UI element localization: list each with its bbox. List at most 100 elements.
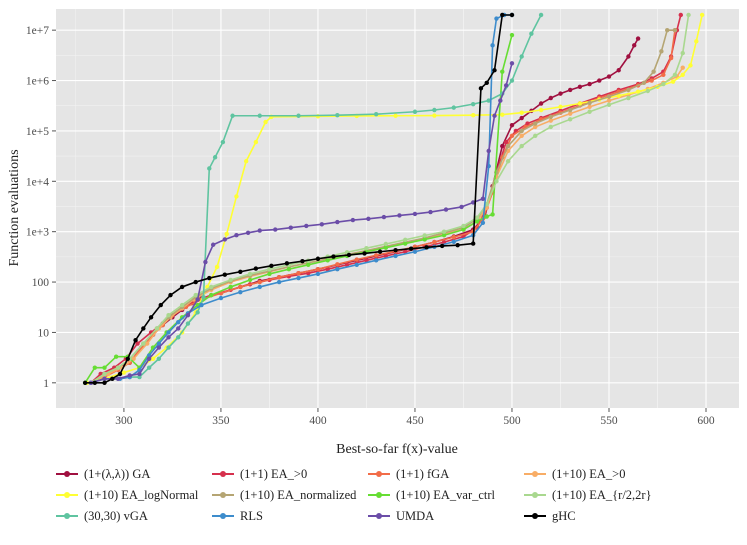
data-point bbox=[176, 319, 181, 325]
data-point bbox=[207, 275, 212, 281]
data-point bbox=[267, 271, 272, 277]
data-point bbox=[505, 143, 511, 149]
data-point bbox=[354, 257, 359, 262]
data-point bbox=[616, 68, 621, 73]
data-point bbox=[670, 79, 676, 84]
legend-swatch bbox=[56, 510, 78, 522]
data-point bbox=[304, 223, 309, 229]
x-tick-label: 500 bbox=[503, 415, 521, 427]
data-point bbox=[519, 143, 524, 149]
data-point bbox=[166, 335, 171, 340]
data-point bbox=[145, 341, 150, 346]
data-point bbox=[383, 253, 389, 259]
data-point bbox=[228, 284, 233, 290]
data-point bbox=[193, 292, 198, 298]
data-point bbox=[503, 83, 509, 88]
data-point bbox=[606, 74, 612, 79]
legend-swatch-dot bbox=[64, 471, 70, 477]
data-point bbox=[548, 95, 553, 101]
legend-swatch bbox=[212, 489, 234, 501]
data-point bbox=[408, 246, 414, 251]
data-point bbox=[519, 133, 524, 138]
data-point bbox=[131, 356, 136, 361]
data-point bbox=[209, 292, 214, 298]
data-point bbox=[158, 302, 163, 308]
x-axis-title: Best-so-far f(x)-value bbox=[336, 442, 458, 457]
data-point bbox=[253, 266, 259, 271]
data-point bbox=[424, 245, 429, 250]
data-point bbox=[335, 266, 340, 272]
data-point bbox=[451, 234, 456, 240]
data-point bbox=[335, 219, 340, 225]
y-tick-label: 1e+4 bbox=[26, 176, 49, 188]
data-point bbox=[490, 43, 495, 48]
data-point bbox=[538, 107, 544, 113]
data-point bbox=[422, 237, 427, 242]
data-point bbox=[135, 341, 140, 346]
data-point bbox=[451, 239, 456, 244]
legend-label: (1+10) EA_>0 bbox=[552, 466, 626, 481]
data-point bbox=[492, 68, 497, 73]
legend-item: (30,30) vGA bbox=[56, 507, 148, 525]
data-point bbox=[616, 93, 621, 98]
data-point bbox=[668, 55, 674, 61]
data-point bbox=[490, 212, 495, 217]
data-point bbox=[195, 297, 200, 302]
data-point bbox=[403, 237, 408, 242]
data-point bbox=[296, 270, 301, 276]
data-point bbox=[156, 341, 162, 346]
data-point bbox=[193, 279, 198, 285]
data-point bbox=[651, 69, 656, 74]
legend-item: gHC bbox=[524, 507, 576, 525]
data-point bbox=[412, 109, 418, 114]
data-point bbox=[214, 264, 220, 270]
data-point bbox=[335, 113, 340, 118]
data-point bbox=[284, 261, 290, 266]
legend-label: (1+10) EA_logNormal bbox=[84, 487, 199, 502]
x-tick-label: 600 bbox=[697, 415, 715, 427]
legend-swatch bbox=[368, 510, 390, 522]
legend-swatch bbox=[368, 489, 390, 501]
data-point bbox=[548, 114, 553, 120]
data-point bbox=[276, 274, 282, 280]
data-point bbox=[688, 63, 693, 68]
data-point bbox=[632, 43, 637, 48]
legend-label: (1+10) EA_{r/2,2r} bbox=[552, 487, 652, 502]
data-point bbox=[210, 242, 216, 247]
data-point bbox=[141, 341, 146, 346]
data-point bbox=[500, 143, 505, 149]
data-point bbox=[486, 148, 491, 154]
data-point bbox=[102, 365, 107, 370]
data-point bbox=[470, 200, 476, 205]
data-point bbox=[373, 258, 379, 263]
data-point bbox=[296, 275, 301, 281]
series-line bbox=[85, 14, 512, 384]
data-point bbox=[432, 107, 437, 113]
data-point bbox=[505, 159, 511, 164]
legend-swatch-dot bbox=[376, 492, 382, 498]
plot-background bbox=[56, 9, 739, 408]
data-point bbox=[587, 100, 592, 106]
data-point bbox=[150, 356, 156, 361]
data-point bbox=[484, 80, 489, 86]
data-point bbox=[125, 356, 130, 361]
legend-label: (1+1) fGA bbox=[396, 466, 450, 481]
legend-swatch-dot bbox=[220, 471, 226, 477]
data-point bbox=[257, 113, 262, 118]
data-point bbox=[201, 295, 206, 300]
data-point bbox=[635, 89, 641, 94]
data-point bbox=[331, 254, 336, 259]
data-point bbox=[519, 110, 524, 115]
data-point bbox=[234, 233, 239, 238]
data-point bbox=[117, 371, 123, 377]
data-point bbox=[393, 113, 398, 118]
legend-item: (1+10) EA_var_ctrl bbox=[368, 486, 495, 504]
data-point bbox=[393, 253, 398, 259]
data-point bbox=[377, 249, 383, 254]
data-point bbox=[319, 222, 325, 227]
data-point bbox=[659, 49, 664, 54]
data-point bbox=[276, 279, 282, 285]
y-tick-label: 1e+7 bbox=[26, 25, 49, 37]
data-point bbox=[315, 266, 321, 272]
data-point bbox=[364, 258, 369, 263]
